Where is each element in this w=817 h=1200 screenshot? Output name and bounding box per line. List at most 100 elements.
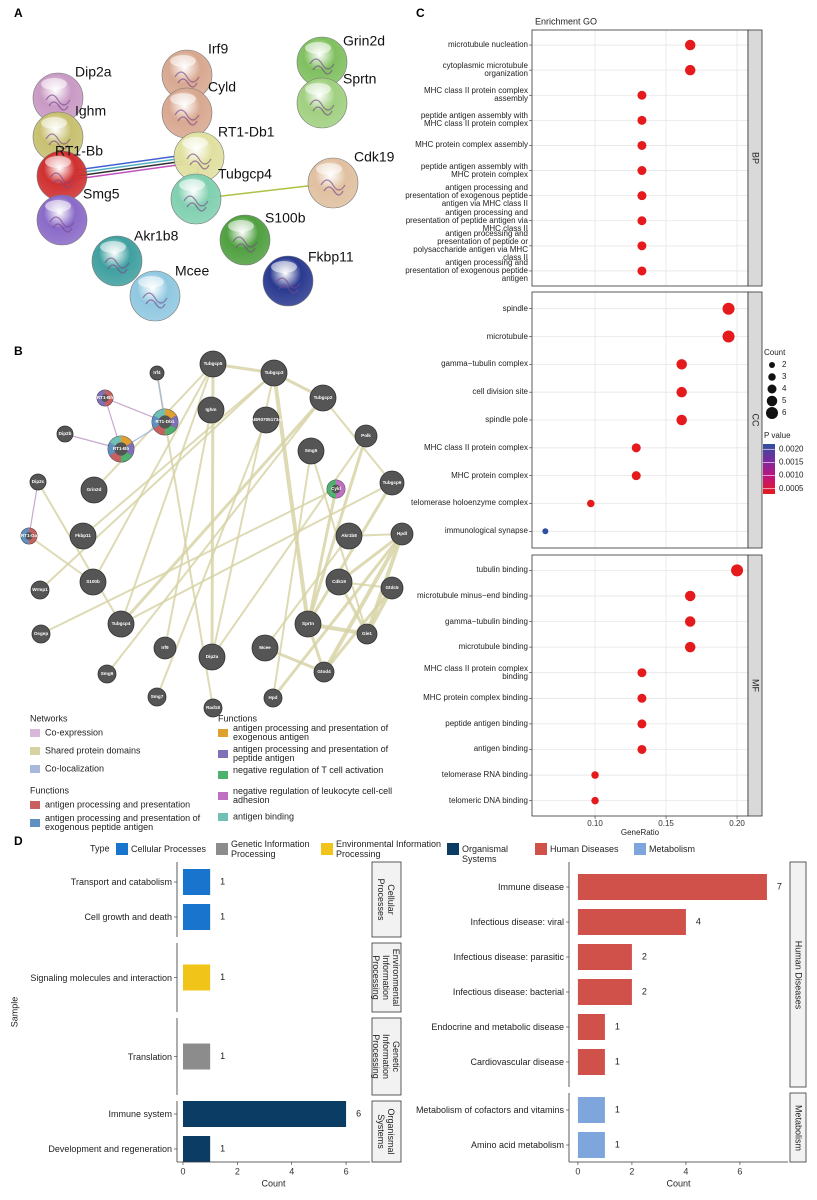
gene-label: AABR07051734.1 (247, 417, 285, 422)
x-tick-label: 0 (180, 1166, 185, 1176)
node-highlight (41, 117, 67, 129)
function-wedge (21, 528, 29, 544)
protein-structure (309, 99, 335, 116)
gene-label: Gle1 (362, 631, 372, 636)
gene-node (325, 568, 353, 596)
gene-node (149, 365, 165, 381)
x-tick-label: 0.15 (658, 819, 674, 828)
network-edge (120, 363, 214, 625)
bar (182, 904, 211, 930)
node-highlight (305, 83, 331, 95)
category-label: spindle (502, 303, 528, 313)
node-highlight (271, 261, 297, 273)
gene-label: Gtod4 (317, 669, 331, 674)
dot (676, 414, 687, 426)
legend-label: Cellular Processes (131, 844, 207, 854)
category-label: Cardiovascular disease (470, 1057, 564, 1067)
function-wedge (336, 480, 345, 498)
dot (542, 528, 549, 535)
category-label: antigen processing and presentation of p… (405, 207, 528, 233)
node-label: Ighm (75, 103, 106, 119)
category-label: telomerase RNA binding (441, 770, 528, 780)
legend-swatch (447, 843, 459, 855)
legend-title: Functions (30, 785, 70, 795)
facet-label: Genetic Information Processing (371, 1033, 402, 1080)
category-label: cell division site (472, 387, 528, 397)
legend-swatch (321, 843, 333, 855)
legend-label: antigen binding (233, 811, 295, 822)
gene-label: Irf9 (161, 645, 169, 650)
value-label: 4 (696, 916, 701, 926)
dot (637, 90, 647, 100)
gene-node-core (158, 415, 172, 429)
network-edge (211, 435, 367, 658)
size-legend-dot (768, 373, 776, 381)
dot (587, 499, 595, 508)
dot (637, 166, 647, 176)
network-edge (264, 535, 350, 649)
value-label: 1 (615, 1104, 620, 1114)
gene-label: Ighm (206, 407, 217, 412)
gene-node (30, 580, 50, 600)
network-edge (272, 450, 312, 699)
facet-label: CC (751, 414, 761, 427)
facet-strip (371, 1100, 402, 1163)
x-tick-label: 2 (629, 1166, 634, 1176)
gene-node (380, 576, 404, 600)
node-label: Mcee (175, 263, 209, 279)
category-label: tubulin binding (476, 565, 528, 575)
node-highlight (170, 55, 196, 67)
bar (577, 1049, 605, 1075)
facet-label: MF (751, 679, 761, 692)
facet-strip (747, 29, 763, 287)
legend-swatch (535, 843, 547, 855)
legend-swatch (634, 843, 646, 855)
gene-node (309, 384, 337, 412)
category-label: gamma−tubulin complex (441, 359, 528, 369)
dot (637, 668, 647, 678)
category-label: peptide antigen assembly with MHC protei… (420, 161, 528, 179)
legend-swatch (30, 729, 40, 737)
gene-label: Polk (361, 433, 371, 438)
x-tick-label: 6 (344, 1166, 349, 1176)
colorbar (763, 444, 775, 494)
dot (731, 564, 744, 577)
gene-node (252, 406, 280, 434)
chart-title: Enrichment GO (535, 16, 597, 26)
gene-label: RT1-Bb (113, 446, 130, 451)
category-label: Endocrine and metabolic disease (431, 1022, 564, 1032)
category-label: immunological synapse (444, 526, 528, 536)
node-label: Sprtn (343, 71, 376, 87)
gene-label: Rad18 (206, 705, 220, 710)
gene-label: Tubgcp4 (112, 621, 131, 626)
facet-label: Organismal Systems (376, 1108, 397, 1155)
gene-node-core (25, 532, 33, 540)
legend-swatch (218, 792, 228, 800)
panel-label: C (416, 6, 425, 20)
gene-node (198, 643, 226, 671)
dot (591, 771, 599, 779)
dot (637, 744, 647, 754)
facet-strip (789, 1092, 807, 1163)
category-label: gamma−tubulin binding (445, 616, 528, 626)
category-label: peptide antigen assembly with MHC class … (420, 111, 528, 129)
node-highlight (41, 78, 67, 90)
gene-label: RT1-Db1 (156, 419, 175, 424)
legend-label: antigen processing and presentation of e… (233, 723, 389, 742)
gene-node (79, 568, 107, 596)
gene-node-core (331, 484, 341, 494)
facet-strip (371, 1017, 402, 1096)
gene-node (107, 610, 135, 638)
bar (182, 1101, 347, 1127)
category-label: microtubule nucleation (447, 40, 528, 50)
size-legend-label: 4 (782, 384, 787, 393)
bar (577, 1014, 605, 1040)
dot (684, 39, 696, 51)
node-label: Cdk19 (354, 149, 395, 165)
category-label: Metabolism of cofactors and vitamins (415, 1105, 564, 1115)
gene-label: Smg7 (151, 694, 164, 699)
category-label: MHC class II protein complex binding (423, 663, 528, 681)
legend-label: antigen processing and presentation (45, 799, 191, 810)
size-legend-label: 6 (782, 408, 787, 417)
